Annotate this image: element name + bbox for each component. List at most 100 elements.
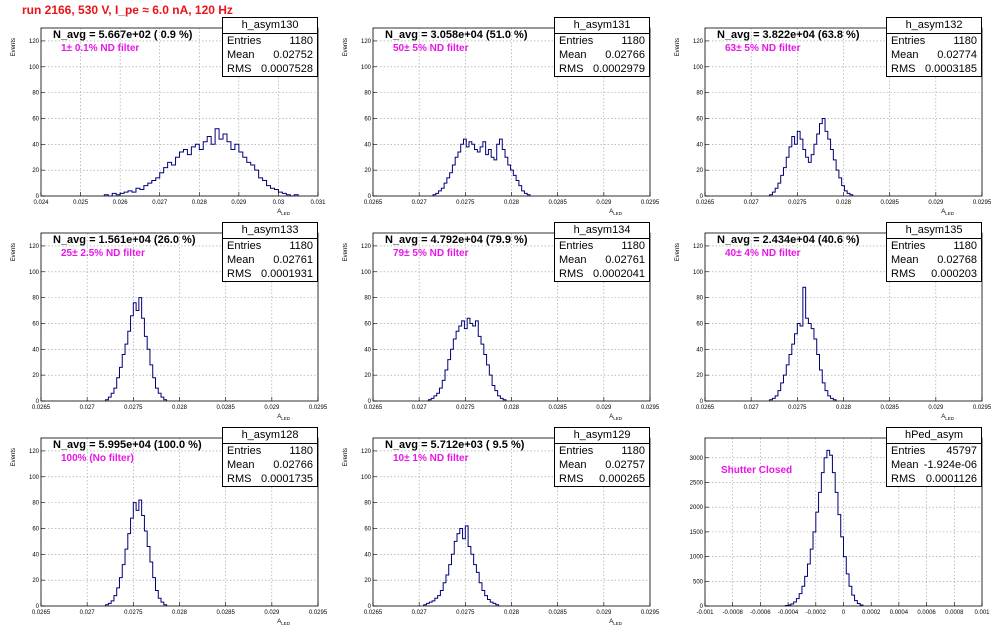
y-tick-label: 1000 xyxy=(690,555,704,561)
stats-title: h_asym131 xyxy=(555,18,649,34)
stats-entries-value: 1180 xyxy=(289,445,313,457)
stats-entries-value: 1180 xyxy=(289,35,313,47)
stats-rms-value: 0.0001931 xyxy=(261,268,313,280)
y-tick-label: 60 xyxy=(364,321,371,327)
x-tick-label: 0.029 xyxy=(264,405,280,411)
stats-mean-label: Mean xyxy=(891,459,919,471)
x-tick-label: -0.001 xyxy=(696,610,714,616)
histogram-svg: 0.024 0.025 0.026 0.027 0.028 0.029 0.03 0.031 0… xyxy=(11,27,326,216)
navg-annotation: N_avg = 5.995e+04 (100.0 %) xyxy=(53,439,202,451)
stats-mean-value: 0.02752 xyxy=(273,49,313,61)
histogram-line xyxy=(423,525,500,606)
y-tick-label: 100 xyxy=(693,270,704,276)
x-tick-label: 0.028 xyxy=(504,200,520,206)
y-axis-title: Events xyxy=(675,38,681,56)
stats-row-rms: RMS 0.0002979 xyxy=(555,62,649,76)
stats-row-entries: Entries 1180 xyxy=(887,239,981,253)
x-tick-label: 0.03 xyxy=(273,200,285,206)
y-tick-label: 0 xyxy=(368,604,372,610)
stats-box: h_asym131 Entries 1180 Mean 0.02766 RMS 0.0002… xyxy=(554,17,650,77)
x-tick-label: 0.0285 xyxy=(548,405,567,411)
stats-entries-label: Entries xyxy=(227,240,262,252)
x-axis-title: ALED xyxy=(609,414,623,421)
stats-mean-value: 0.02766 xyxy=(605,49,645,61)
stats-box: h_asym135 Entries 1180 Mean 0.02768 RMS 0.0002… xyxy=(886,222,982,282)
stats-entries-label: Entries xyxy=(559,35,594,47)
stats-row-mean: Mean 0.02757 xyxy=(555,458,649,472)
y-tick-label: 500 xyxy=(693,579,704,585)
x-tick-label: 0.0295 xyxy=(641,610,660,616)
y-tick-label: 20 xyxy=(32,578,39,584)
stats-entries-label: Entries xyxy=(559,240,594,252)
x-axis-title: ALED xyxy=(277,209,291,216)
stats-row-entries: Entries 1180 xyxy=(223,34,317,48)
stats-entries-label: Entries xyxy=(559,445,594,457)
stats-rms-label: RMS xyxy=(227,268,252,280)
x-tick-label: 0.026 xyxy=(113,200,129,206)
x-tick-label: 0.0265 xyxy=(696,405,715,411)
x-tick-label: 0.029 xyxy=(596,610,612,616)
x-tick-label: 0.028 xyxy=(836,405,852,411)
y-axis-title: Events xyxy=(343,38,349,56)
y-tick-label: 0 xyxy=(36,604,40,610)
histogram-pad-h_asym131: 0.0265 0.027 0.0275 0.028 0.0285 0.029 0.0295 0… xyxy=(332,13,664,218)
stats-row-rms: RMS 0.0001126 xyxy=(887,472,981,486)
filter-label: 40± 4% ND filter xyxy=(725,248,801,259)
x-tick-label: 0.027 xyxy=(744,200,760,206)
y-tick-label: 40 xyxy=(696,347,703,353)
y-tick-label: 100 xyxy=(693,65,704,71)
stats-row-rms: RMS 0.0002041 xyxy=(555,267,649,281)
y-tick-label: 120 xyxy=(693,39,704,45)
y-tick-label: 20 xyxy=(364,373,371,379)
x-tick-label: 0.029 xyxy=(928,200,944,206)
x-tick-label: 0.028 xyxy=(172,610,188,616)
histogram-svg: -0.001 -0.0008 -0.0006 -0.0004 -0.0002 0 0.000… xyxy=(690,437,990,616)
stats-box: h_asym129 Entries 1180 Mean 0.02757 RMS 0.0002… xyxy=(554,427,650,487)
stats-row-rms: RMS 0.0001735 xyxy=(223,472,317,486)
stats-row-entries: Entries 1180 xyxy=(555,239,649,253)
stats-row-entries: Entries 45797 xyxy=(887,444,981,458)
x-tick-label: 0.0285 xyxy=(216,610,235,616)
x-tick-label: 0.0275 xyxy=(788,405,807,411)
y-tick-label: 100 xyxy=(361,475,372,481)
x-tick-label: 0.0265 xyxy=(696,200,715,206)
filter-label: 100% (No filter) xyxy=(61,453,134,464)
stats-row-entries: Entries 1180 xyxy=(223,444,317,458)
y-tick-label: 60 xyxy=(364,526,371,532)
stats-mean-value: 0.02774 xyxy=(937,49,977,61)
stats-title: h_asym128 xyxy=(223,428,317,444)
stats-title: h_asym130 xyxy=(223,18,317,34)
x-tick-label: 0.0265 xyxy=(364,405,383,411)
x-tick-label: -0.0008 xyxy=(723,610,744,616)
y-axis-title: Events xyxy=(343,243,349,261)
navg-annotation: N_avg = 5.712e+03 ( 9.5 %) xyxy=(385,439,525,451)
x-tick-label: 0.029 xyxy=(231,200,247,206)
stats-title: hPed_asym xyxy=(887,428,981,444)
x-tick-label: 0.0285 xyxy=(216,405,235,411)
histogram-svg: 0.0265 0.027 0.0275 0.028 0.0285 0.029 0.0295 0… xyxy=(675,232,992,421)
plot-frame xyxy=(40,27,319,197)
x-axis-title: ALED xyxy=(277,619,291,626)
filter-label: 63± 5% ND filter xyxy=(725,43,801,54)
x-tick-label: 0.027 xyxy=(412,405,428,411)
x-tick-label: 0.028 xyxy=(504,610,520,616)
stats-mean-value: 0.02757 xyxy=(605,459,645,471)
x-tick-label: 0.025 xyxy=(73,200,89,206)
y-tick-label: 0 xyxy=(700,604,704,610)
histogram-line xyxy=(769,286,837,401)
filter-label: 1± 0.1% ND filter xyxy=(61,43,140,54)
navg-annotation: N_avg = 4.792e+04 (79.9 %) xyxy=(385,234,528,246)
y-axis-title: Events xyxy=(11,243,17,261)
stats-row-mean: Mean 0.02752 xyxy=(223,48,317,62)
stats-rms-label: RMS xyxy=(891,473,916,485)
stats-rms-label: RMS xyxy=(559,63,584,75)
stats-entries-label: Entries xyxy=(891,445,926,457)
page-title: run 2166, 530 V, I_pe ≈ 6.0 nA, 120 Hz xyxy=(22,3,233,17)
x-tick-label: 0.0265 xyxy=(364,610,383,616)
y-tick-label: 20 xyxy=(696,373,703,379)
y-tick-label: 80 xyxy=(696,91,703,97)
stats-row-mean: Mean 0.02766 xyxy=(555,48,649,62)
y-tick-label: 80 xyxy=(696,296,703,302)
x-tick-label: 0.027 xyxy=(412,200,428,206)
x-tick-label: -0.0004 xyxy=(778,610,799,616)
